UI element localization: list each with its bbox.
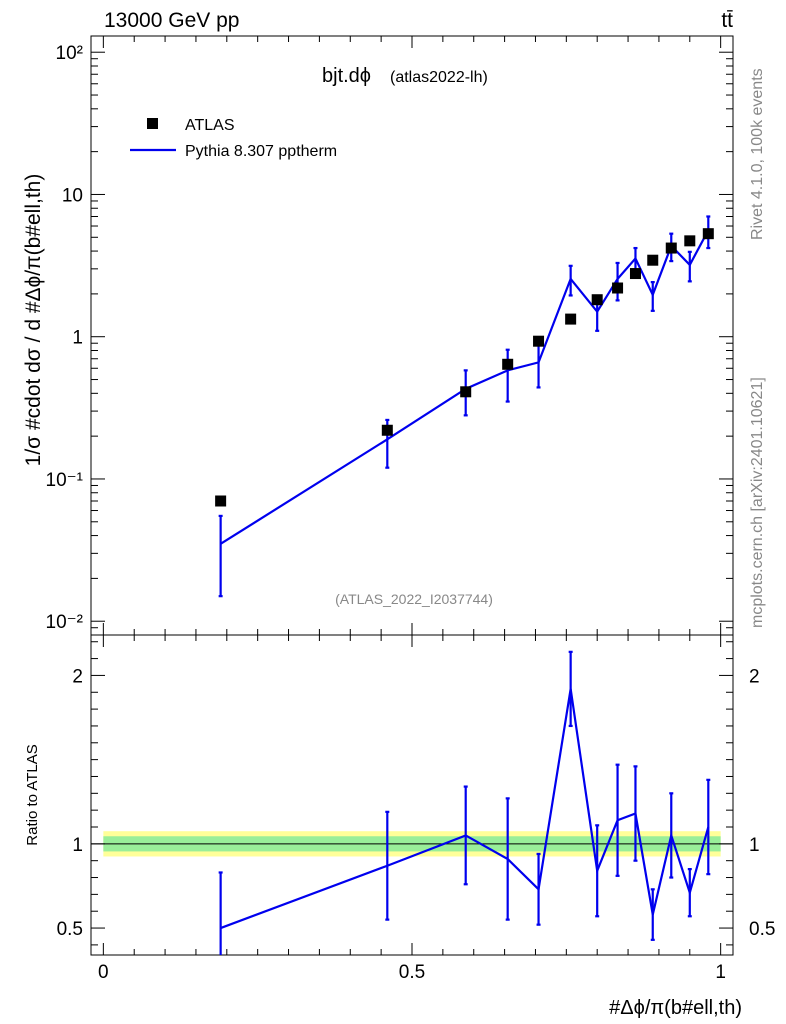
x-tick-label: 1 — [715, 962, 726, 983]
x-tick-label: 0.5 — [399, 962, 425, 983]
ratio-y-tick-label: 2 — [72, 666, 83, 687]
atlas-point — [665, 242, 677, 254]
ratio-y-tick-label-right: 0.5 — [749, 919, 775, 940]
atlas-point — [647, 254, 659, 266]
legend-atlas-label: ATLAS — [185, 117, 235, 134]
atlas-point — [612, 282, 624, 294]
x-tick-label: 0 — [98, 962, 109, 983]
y-axis-title: 1/σ #cdot dσ / d #Δϕ/π(b#ell,th) — [22, 174, 45, 467]
plot-title: bjt.dϕ (atlas2022-lh) — [322, 65, 488, 87]
ratio-y-tick-label: 0.5 — [57, 919, 83, 940]
ratio-panel — [90, 634, 734, 956]
legend-atlas-marker — [147, 118, 158, 129]
ratio-frame — [90, 634, 734, 956]
y-tick-label: 1 — [72, 328, 83, 349]
atlas-point — [684, 235, 696, 247]
atlas-point — [502, 358, 514, 370]
y-tick-label: 10⁻² — [46, 612, 84, 633]
ratio-axis-title: Ratio to ATLAS — [24, 744, 41, 845]
atlas-point — [215, 495, 227, 507]
y-tick-label: 10 — [62, 185, 83, 206]
atlas-point — [702, 228, 714, 240]
atlas-point — [381, 424, 393, 436]
legend: ATLAS Pythia 8.307 pptherm — [130, 117, 337, 160]
atlas-point — [629, 268, 641, 280]
rivet-version-label: Rivet 4.1.0, 100k events — [749, 68, 766, 240]
atlas-point — [533, 335, 545, 347]
y-tick-label: 10⁻¹ — [46, 470, 84, 491]
atlas-point — [565, 313, 577, 325]
atlas-point — [591, 294, 603, 306]
ratio-y-tick-label-right: 1 — [749, 835, 760, 856]
process-label: tt̄ — [721, 9, 733, 32]
analysis-label: (ATLAS_2022_I2037744) — [335, 591, 493, 607]
title-main: bjt.dϕ — [322, 65, 371, 87]
legend-pythia-label: Pythia 8.307 pptherm — [185, 143, 337, 160]
y-tick-label: 10² — [56, 43, 83, 64]
source-label: mcplots.cern.ch [arXiv:2401.10621] — [749, 377, 766, 628]
ratio-y-tick-label-right: 2 — [749, 666, 760, 687]
title-sub: (atlas2022-lh) — [390, 69, 488, 86]
x-axis-title: #Δϕ/π(b#ell,th) — [609, 997, 742, 1019]
energy-label: 13000 GeV pp — [104, 9, 239, 32]
atlas-point — [460, 386, 472, 398]
ratio-y-tick-label: 1 — [72, 835, 83, 856]
